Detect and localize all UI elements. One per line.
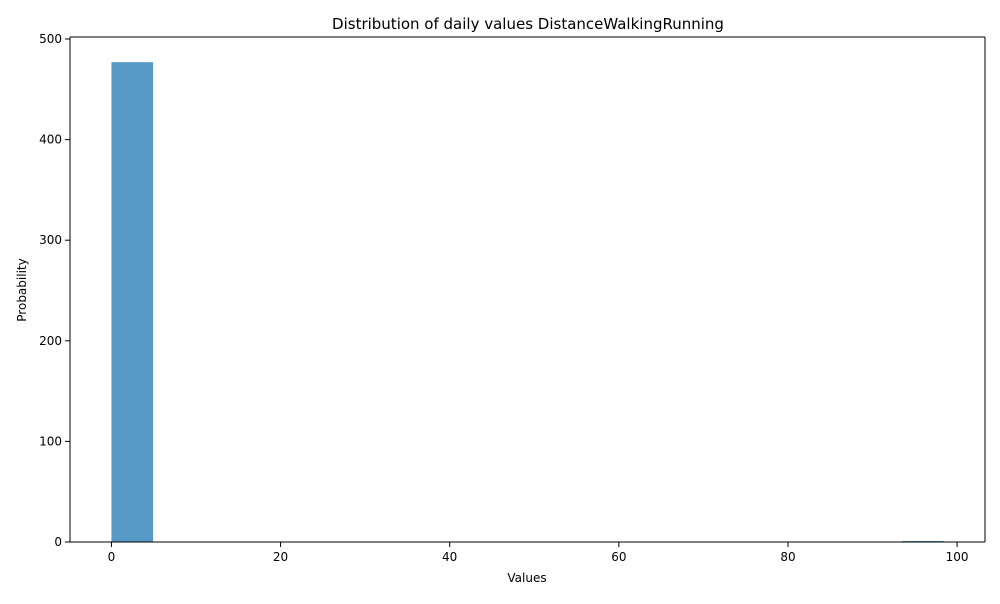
x-tick-label-3: 60 [611,550,626,564]
histogram-bar-1 [902,540,944,542]
x-tick-label-0: 0 [108,550,116,564]
bars-layer [111,62,944,542]
y-tick-label-5: 500 [39,32,62,46]
ticks-layer: 0 20 40 60 80 100 0 100 200 300 400 500 [39,32,968,564]
x-tick-label-2: 40 [442,550,457,564]
y-tick-label-0: 0 [54,535,62,549]
histogram-bar-0 [111,62,154,542]
x-axis-label: Values [507,571,546,585]
axes-layer [69,36,986,543]
y-tick-label-3: 300 [39,233,62,247]
chart-title: Distribution of daily values DistanceWal… [332,15,724,33]
y-tick-label-4: 400 [39,133,62,147]
y-axis-label: Probability [15,258,29,321]
x-tick-label-4: 80 [780,550,795,564]
y-tick-label-1: 100 [39,434,62,448]
x-tick-label-5: 100 [946,550,969,564]
x-tick-label-1: 20 [273,550,288,564]
y-tick-label-2: 200 [39,334,62,348]
